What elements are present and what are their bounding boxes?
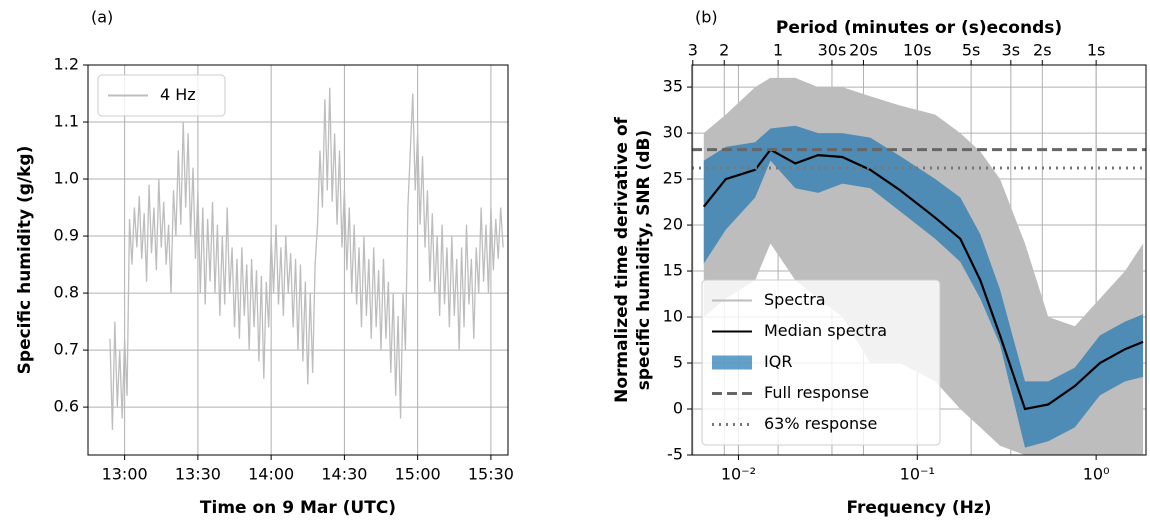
panel-label: (a) (91, 8, 113, 27)
x2-tick-label: 20s (849, 41, 878, 60)
x2-tick-label: 5s (962, 41, 981, 60)
y-tick-label: -5 (667, 445, 683, 464)
plot-frame (87, 64, 509, 456)
y-axis-label: specific humidity, SNR (dB) (634, 130, 654, 390)
legend-label: 4 Hz (160, 85, 196, 104)
panel-label: (b) (695, 8, 718, 27)
y-tick-label: 0.7 (54, 340, 79, 359)
y-tick-label: 0 (673, 399, 683, 418)
y-tick-label: 25 (663, 169, 683, 188)
y-tick-label: 0.8 (54, 283, 79, 302)
band (703, 125, 1144, 448)
plot-area (109, 87, 504, 430)
y-axis-label: Normalized time derivative of (612, 117, 632, 403)
x2-tick-label: 1 (773, 41, 783, 60)
x-tick-label: 13:30 (175, 465, 221, 484)
x2-tick-label: 2 (719, 41, 729, 60)
x-tick-label: 15:30 (468, 465, 514, 484)
legend-label: Full response (764, 383, 869, 402)
x-tick-label: 15:00 (395, 465, 441, 484)
x-axis-label: Frequency (Hz) (846, 498, 991, 518)
x2-tick-label: 3s (1002, 41, 1021, 60)
x-tick-label: 10⁰ (1083, 465, 1110, 484)
x2-tick-label: 2s (1033, 41, 1052, 60)
y-tick-label: 15 (663, 261, 683, 280)
x-tick-label: 13:00 (102, 465, 148, 484)
legend-box (701, 279, 941, 446)
x2-tick-label: 1s (1087, 41, 1106, 60)
legend-label: Median spectra (764, 321, 887, 340)
y-tick-label: 20 (663, 215, 683, 234)
x2-tick-label: 10s (903, 41, 932, 60)
y-axis-label: Specific humidity (g/kg) (15, 146, 35, 375)
y-tick-label: 1.2 (54, 55, 79, 74)
y-tick-label: 10 (663, 307, 683, 326)
y-tick-label: 35 (663, 77, 683, 96)
x-tick-label: 10⁻² (721, 465, 756, 484)
x-tick-label: 10⁻¹ (900, 465, 935, 484)
legend-label: 63% response (764, 414, 877, 433)
y-tick-label: 1.0 (54, 169, 79, 188)
legend-box (97, 74, 226, 117)
x-tick-label: 14:00 (248, 465, 294, 484)
legend-label: Spectra (764, 290, 826, 309)
x2-tick-label: 3 (688, 41, 698, 60)
x-tick-label: 14:30 (321, 465, 367, 484)
plot-frame (691, 64, 1147, 456)
legend-swatch (712, 355, 752, 370)
y-tick-label: 5 (673, 353, 683, 372)
line (109, 87, 504, 430)
y-tick-label: 0.6 (54, 397, 79, 416)
legend-label: IQR (764, 352, 792, 371)
x-axis-label: Time on 9 Mar (UTC) (200, 498, 396, 518)
plot-area (692, 77, 1146, 455)
y-tick-label: 1.1 (54, 112, 79, 131)
x2-axis-label: Period (minutes or (s)econds) (776, 18, 1062, 38)
y-tick-label: 30 (663, 123, 683, 142)
x2-tick-label: 30s (818, 41, 847, 60)
y-tick-label: 0.9 (54, 226, 79, 245)
